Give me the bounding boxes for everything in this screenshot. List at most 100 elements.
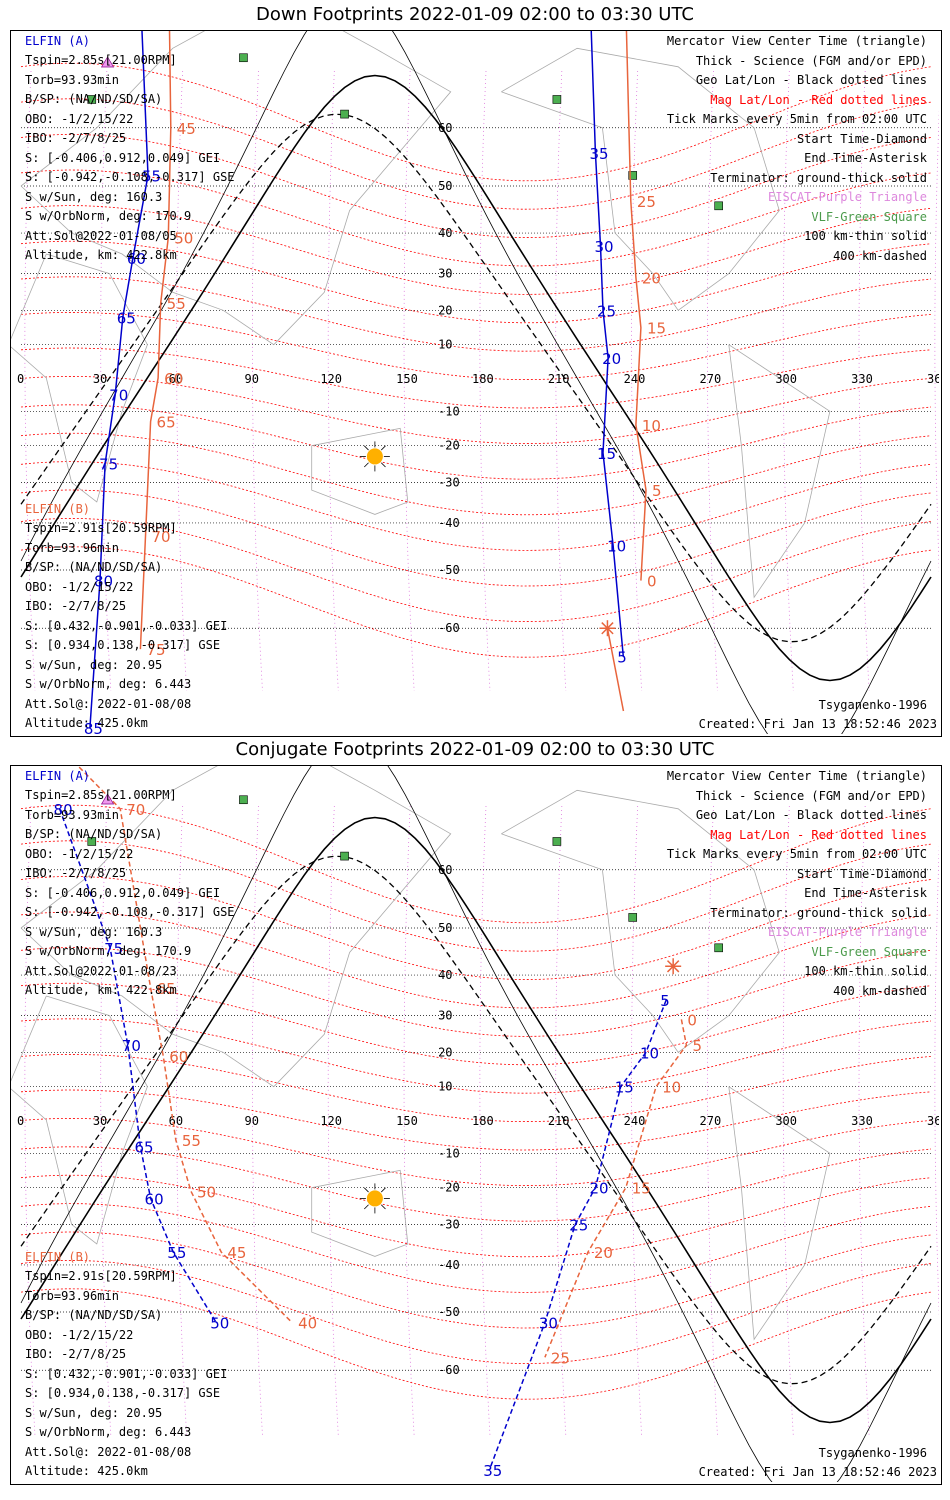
elfin-b-info-line: S: [0.432,-0.901,-0.033] GEI (25, 618, 228, 633)
elfin-a-time-label: 55 (167, 1244, 186, 1262)
elfin-b-time-label: 20 (642, 269, 661, 287)
lat-tick-label: 40 (438, 226, 452, 240)
sun-ray (380, 445, 386, 451)
elfin-a-time-label: 20 (602, 350, 621, 368)
elfin-b-info-line: S w/Sun, deg: 20.95 (25, 657, 163, 672)
footprint-track (606, 628, 625, 712)
legend-entry: 100 km-thin solid (804, 964, 927, 978)
elfin-a-time-label: 75 (99, 456, 118, 474)
map-panel-down: 0306090120150180210240270300330360605040… (10, 30, 942, 737)
mag-lat-line (20, 169, 932, 267)
lon-tick-label: 180 (472, 372, 494, 386)
elfin-b-time-label: 25 (551, 1349, 570, 1367)
lon-tick-label: 150 (396, 1114, 418, 1128)
lon-tick-label: 240 (624, 372, 646, 386)
elfin-a-info-line: S w/Sun, deg: 160.3 (25, 189, 163, 204)
mag-lat-line (20, 1146, 932, 1222)
elfin-b-info-line: Tspin=2.91s[20.59RPM] (25, 521, 177, 535)
elfin-b-time-label: 10 (642, 417, 661, 435)
lat-tick-label: -40 (438, 1258, 460, 1272)
continent-outline (11, 995, 148, 1245)
terminator-line (20, 855, 932, 1385)
elfin-b-info-line: Torb=93.96min (25, 540, 119, 555)
legend-entry: Mercator View Center Time (triangle) (666, 34, 927, 48)
mag-lon-line (403, 805, 415, 1437)
map-canvas-down: 0306090120150180210240270300330360605040… (11, 31, 939, 734)
elfin-a-info-line: S w/OrbNorm, deg: 170.9 (25, 944, 192, 958)
mag-lat-line (20, 1259, 932, 1365)
elfin-b-info-line: Att.Sol@: 2022-01-08/08 (25, 1444, 192, 1459)
mag-lon-line (555, 70, 567, 692)
elfin-b-info-line: IBO: -2/7/8/25 (25, 1347, 127, 1361)
elfin-b-info-line: Att.Sol@: 2022-01-08/08 (25, 696, 192, 711)
lon-tick-label: 210 (548, 372, 570, 386)
lon-tick-label: 30 (93, 1114, 107, 1128)
model-label: Tsyganenko-1996 (818, 698, 927, 712)
elfin-a-time-label: 80 (54, 801, 73, 819)
lon-tick-label: 60 (169, 372, 183, 386)
elfin-a-time-label: 75 (104, 940, 123, 958)
sun-icon (366, 448, 383, 465)
elfin-b-info-line: S: [0.934,0.138,-0.317] GSE (25, 1386, 221, 1400)
legend-entry: Start Time-Diamond (796, 866, 927, 881)
elfin-a-info-line: Att.Sol@2022-01-08/05 (25, 228, 177, 243)
elfin-a-info-line: S w/Sun, deg: 160.3 (25, 924, 163, 939)
elfin-b-time-label: 65 (157, 980, 176, 998)
panel-title-conjugate: Conjugate Footprints 2022-01-09 02:00 to… (235, 739, 715, 760)
mag-lat-line (20, 1018, 932, 1094)
elfin-a-time-label: 10 (640, 1044, 659, 1062)
elfin-a-time-label: 65 (117, 309, 136, 327)
elfin-b-info-line: B/SP: (NA/ND/SD/SA) (25, 1308, 163, 1322)
footprint-track (544, 1019, 688, 1358)
elfin-a-time-label: 55 (142, 167, 161, 185)
lat-tick-label: -10 (438, 404, 460, 418)
elfin-a-info-line: Altitude, km: 422.8km (25, 248, 177, 262)
elfin-b-time-label: 0 (687, 1011, 697, 1029)
elfin-b-info-line: S w/OrbNorm, deg: 6.443 (25, 1425, 192, 1439)
lat-tick-label: -20 (438, 439, 460, 453)
elfin-a-header: ELFIN (A) (25, 769, 91, 783)
continent-outline (20, 31, 452, 346)
legend-entry: Geo Lat/Lon - Black dotted lines (695, 808, 927, 822)
mag-lat-line (20, 947, 932, 1037)
lat-tick-label: 60 (438, 863, 452, 877)
elfin-b-time-label: 55 (182, 1132, 201, 1150)
mag-lat-line (20, 1288, 932, 1400)
legend-entry: Start Time-Diamond (796, 131, 927, 146)
elfin-b-info-line: Torb=93.96min (25, 1288, 119, 1303)
lat-tick-label: -20 (438, 1181, 460, 1195)
footprint-track (58, 808, 217, 1323)
created-label: Created: Fri Jan 13 18:52:46 2023 (698, 1465, 937, 1479)
mag-lat-line (20, 1231, 932, 1329)
mag-lon-line (479, 805, 491, 1437)
lat-tick-label: 10 (438, 338, 452, 352)
elfin-a-header: ELFIN (A) (25, 34, 91, 48)
lat-tick-label: -40 (438, 516, 460, 530)
lon-tick-label: 210 (548, 1114, 570, 1128)
mag-lon-line (100, 805, 112, 1437)
elfin-a-time-label: 70 (122, 1037, 141, 1055)
lon-tick-label: 360 (927, 1114, 939, 1128)
continent-outline (501, 789, 780, 1053)
lat-tick-label: -30 (438, 475, 460, 489)
mag-lat-line (20, 489, 932, 587)
elfin-b-time-label: 15 (632, 1180, 651, 1198)
elfin-a-time-label: 65 (134, 1139, 153, 1157)
elfin-b-info-line: S w/OrbNorm, deg: 6.443 (25, 677, 192, 691)
elfin-a-time-label: 15 (615, 1079, 634, 1097)
elfin-a-info-line: B/SP: (NA/ND/SD/SA) (25, 92, 163, 106)
mag-lon-line (934, 844, 939, 1319)
footprint-track (139, 31, 172, 650)
legend-entry: Mag Lat/Lon - Red dotted lines (710, 92, 927, 107)
map-panel-conjugate: 0306090120150180210240270300330360605040… (10, 765, 942, 1485)
elfin-b-time-label: 55 (167, 295, 186, 313)
elfin-b-time-label: 60 (164, 370, 183, 388)
elfin-b-time-label: 75 (146, 641, 165, 659)
elfin-b-time-label: 5 (692, 1037, 702, 1055)
lon-tick-label: 90 (245, 1114, 259, 1128)
map-layer: 0306090120150180210240270300330360605040… (11, 31, 939, 734)
mag-lon-line (555, 805, 567, 1437)
sun-ray (363, 462, 369, 468)
mag-lon-line (706, 70, 718, 692)
mag-lat-line (20, 375, 932, 445)
